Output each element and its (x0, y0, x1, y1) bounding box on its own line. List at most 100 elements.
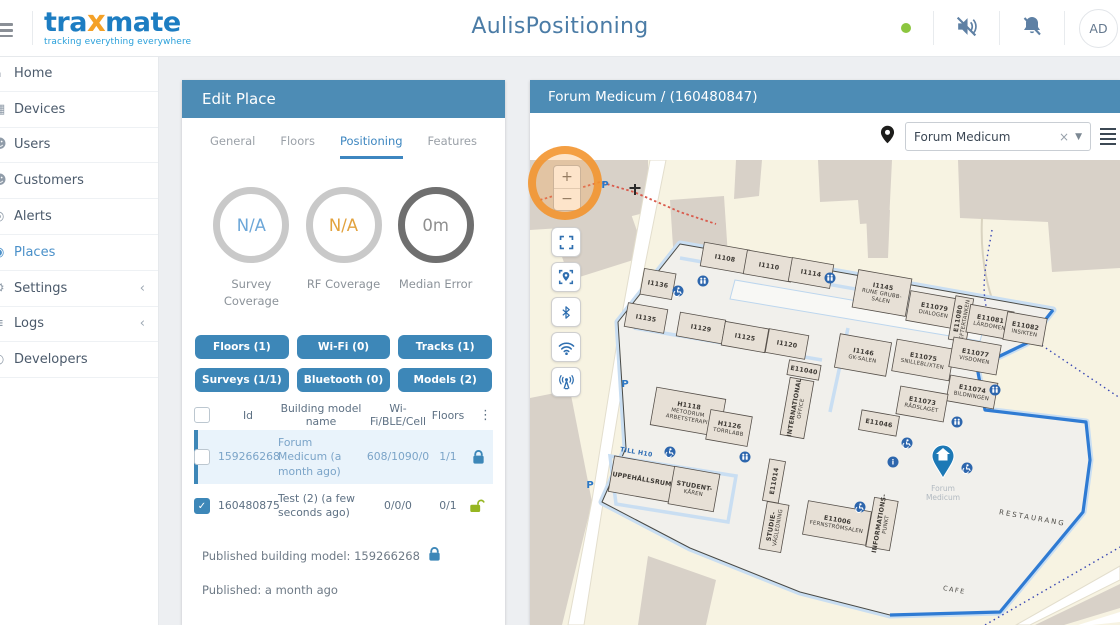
gauge-rf-coverage: N/A RF Coverage (298, 187, 389, 309)
table-row[interactable]: ✓ 160480875 Test (2) (a few seconds ago) 0/… (194, 484, 493, 528)
sidebar-item-developers[interactable]: ◐ Developers (0, 342, 158, 379)
edit-place-tabs: General Floors Positioning Features (182, 118, 505, 159)
map-room-international: INTERNATIONALOFFICE (779, 376, 815, 440)
divider (999, 11, 1000, 45)
zoom-out-button[interactable]: − (561, 191, 573, 208)
sidebar-item-home[interactable]: ⌂ Home (0, 56, 158, 92)
svg-text:I1129: I1129 (690, 323, 712, 334)
map-room-e11082: E11082INSIKTEN (1002, 311, 1048, 347)
place-select-value: Forum Medicum (914, 129, 1011, 144)
place-pin-icon (880, 125, 895, 148)
map-poi-icons: P P Pi (586, 180, 1001, 513)
svg-text:E11040: E11040 (790, 365, 819, 377)
gauge-label: RF Coverage (306, 277, 381, 291)
tab-general[interactable]: General (210, 134, 256, 148)
fullscreen-button[interactable] (551, 227, 581, 257)
places-icon: ◉ (0, 245, 9, 260)
sidebar-item-devices[interactable]: ▦ Devices (0, 92, 158, 128)
restroom-icon (697, 275, 709, 287)
svg-text:H1126TORRLABB: H1126TORRLABB (712, 419, 746, 438)
bell-muted-icon (1020, 14, 1044, 42)
map-room-e11073: E11073RÅDSLAGET (895, 385, 949, 423)
gauge-ring: 0m (397, 187, 474, 263)
home-icon: ⌂ (0, 66, 9, 81)
svg-text:I1108: I1108 (714, 253, 736, 264)
sidebar-item-logs[interactable]: ≡ Logs ‹ (0, 307, 158, 343)
mute-notifications-button[interactable] (1000, 14, 1064, 42)
focus-place-button[interactable] (551, 262, 581, 292)
cell-id: 159266268 (218, 450, 280, 464)
map-room-h1126: H1126TORRLABB (705, 409, 753, 447)
select-all-checkbox[interactable] (194, 407, 210, 424)
sidebar-item-alerts[interactable]: ◎ Alerts (0, 199, 158, 235)
models-2-button[interactable]: Models (2) (398, 368, 492, 393)
table-row[interactable]: 159266268 Forum Medicum (a month ago) 608/… (194, 430, 493, 485)
sidebar-item-customers[interactable]: ☻ Customers (0, 163, 158, 200)
bluetooth-layer-button[interactable] (551, 297, 581, 327)
tab-floors[interactable]: Floors (280, 134, 315, 148)
logs-icon: ≡ (0, 316, 9, 331)
tracks-1-button[interactable]: Tracks (1) (398, 335, 492, 360)
parking-icon: P (621, 379, 628, 390)
col-wifi-ble-cell: Wi-Fi/BLE/Cell (369, 402, 427, 429)
lock-icon (466, 446, 490, 470)
svg-text:I1110: I1110 (758, 261, 780, 272)
published-date-line: Published: a month ago (202, 583, 338, 598)
published-model-line: Published building model: 159266268 (202, 546, 485, 565)
sidebar-item-label: Settings (14, 280, 68, 296)
tab-positioning[interactable]: Positioning (339, 134, 403, 159)
cell-building-model-name: Forum Medicum (a month ago) (278, 435, 342, 478)
sidebar-item-settings[interactable]: ⚙ Settings ‹ (0, 271, 158, 307)
accessibility-icon (961, 462, 973, 474)
map-room-e11014: E11014 (762, 458, 786, 504)
col-building-model-name: Building model name (280, 402, 362, 429)
place-select[interactable]: Forum Medicum × ▼ (905, 122, 1091, 151)
floors-1-button[interactable]: Floors (1) (195, 335, 289, 360)
gauge-label: Survey Coverage (223, 277, 279, 308)
bluetooth-0-button[interactable]: Bluetooth (0) (296, 368, 391, 393)
sidebar-item-label: Developers (14, 352, 88, 368)
accessibility-icon (664, 446, 676, 458)
sidebar-item-label: Customers (14, 173, 84, 189)
sidebar-item-label: Home (14, 65, 53, 81)
edit-place-header: Edit Place (182, 80, 505, 118)
edit-place-panel: Edit Place General Floors Positioning Featu… (182, 80, 505, 625)
map-canvas[interactable]: I1108 I1110 I1114 I1136 I1145RUNE GRUBB-SALE… (530, 160, 1120, 625)
map-room-e11077: E11077VISDOMEN (948, 336, 1002, 376)
coverage-gauges: N/A Survey Coverage N/A RF Coverage 0m Median… (182, 159, 505, 309)
svg-text:P: P (586, 480, 593, 491)
tab-features[interactable]: Features (427, 134, 477, 148)
cell-layer-button[interactable] (551, 367, 581, 397)
table-menu-icon[interactable]: ⋮ (479, 407, 492, 423)
map-area[interactable]: I1108 I1110 I1114 I1136 I1145RUNE GRUBB-SALE… (530, 160, 1120, 625)
restroom-icon (824, 272, 836, 284)
checkbox-checked[interactable]: ✓ (194, 498, 210, 515)
hamburger-menu-icon[interactable] (0, 20, 13, 41)
footpath-dotted-2 (984, 546, 1120, 625)
map-room-e11040: E11040 (786, 359, 822, 381)
surveys-1-1-button[interactable]: Surveys (1/1) (195, 368, 289, 393)
traxmate-logo[interactable]: traxmate tracking everything everywhere (44, 4, 192, 47)
svg-text:P: P (601, 180, 608, 191)
map-room-i1125: I1125 (720, 320, 770, 354)
svg-text:I1120: I1120 (776, 339, 798, 350)
mute-sound-button[interactable] (934, 14, 999, 43)
wifi-layer-button[interactable] (551, 332, 581, 362)
top-right-actions: AD (901, 0, 1118, 56)
sidebar-item-places[interactable]: ◉ Places (0, 235, 158, 271)
sidebar-item-users[interactable]: ☻ Users (0, 128, 158, 164)
layers-list-icon[interactable] (1100, 126, 1116, 148)
restroom-icon (739, 451, 751, 463)
clear-selection-icon[interactable]: × (1059, 129, 1070, 144)
svg-text:E11082INSIKTEN: E11082INSIKTEN (1010, 321, 1039, 339)
chevron-collapsed-icon: ‹ (139, 280, 145, 296)
chevron-down-icon[interactable]: ▼ (1075, 131, 1082, 142)
checkbox-unchecked[interactable] (194, 449, 210, 466)
zoom-in-button[interactable]: + (554, 166, 580, 189)
user-avatar[interactable]: AD (1079, 8, 1118, 48)
divider (933, 11, 934, 45)
resource-buttons: Floors (1) Wi-Fi (0) Tracks (1) Surveys (1/… (195, 335, 492, 393)
cell-id: 160480875 (218, 499, 280, 513)
wi-fi-0-button[interactable]: Wi-Fi (0) (296, 335, 391, 360)
gauge-value: N/A (236, 215, 266, 235)
